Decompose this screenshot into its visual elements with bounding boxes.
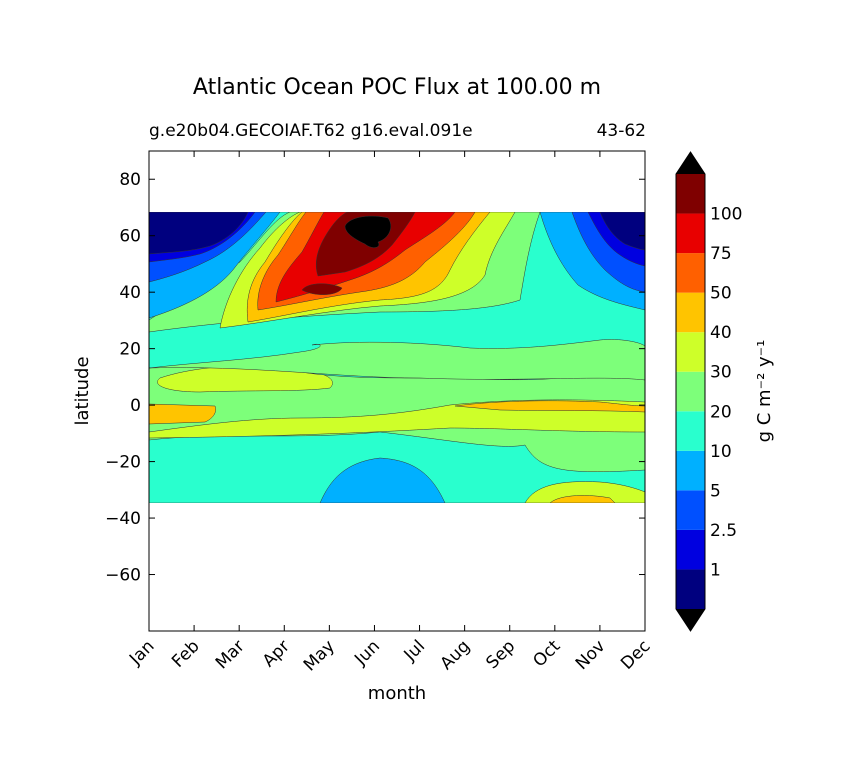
- colorbar-label: g C m⁻² y⁻¹: [754, 340, 775, 443]
- y-tick-label: −60: [105, 566, 141, 586]
- y-tick-label: 60: [119, 227, 141, 247]
- y-tick-label: 20: [119, 340, 141, 360]
- x-tick-label: Jan: [125, 636, 158, 669]
- contour-band-below-1-northwest: [149, 212, 249, 255]
- contour-band-100-plus-small: [301, 283, 343, 295]
- y-tick-label: 80: [119, 170, 141, 190]
- plot-frame: [148, 150, 646, 632]
- x-tick-label: Dec: [617, 636, 654, 673]
- colorbar-tick-label: 75: [710, 244, 732, 264]
- chart-title: Atlantic Ocean POC Flux at 100.00 m: [192, 75, 602, 100]
- contour-band-30-40-southeast: [524, 481, 645, 503]
- colorbar: 1 2.5 5 10 20 30 40 50 75 100: [675, 151, 742, 632]
- colorbar-swatch: [676, 411, 705, 451]
- y-axis-label: latitude: [72, 356, 93, 425]
- x-tick-label: Nov: [572, 636, 610, 674]
- colorbar-outline: [675, 151, 706, 632]
- x-tick-label: Oct: [529, 636, 564, 671]
- x-tick-label: Jul: [400, 636, 429, 665]
- contour-band-40-50-southeast: [549, 495, 616, 503]
- colorbar-tick-label: 1: [710, 560, 721, 580]
- x-tick-label: Aug: [437, 636, 475, 674]
- colorbar-swatch: [676, 529, 705, 570]
- contour-field: [149, 212, 645, 503]
- x-tick-label: Sep: [482, 636, 519, 673]
- colorbar-swatch: [676, 174, 705, 214]
- colorbar-tick-label: 40: [710, 323, 732, 343]
- x-tick-label: Mar: [212, 636, 249, 673]
- colorbar-tick-label: 10: [710, 442, 732, 462]
- colorbar-swatch: [676, 371, 705, 412]
- contour-band-40-50-equator-west: [149, 403, 216, 425]
- colorbar-swatch: [676, 569, 705, 609]
- y-axis: 80 60 40 20 0 −20 −40 −60: [105, 170, 645, 586]
- colorbar-extend-min: [676, 609, 705, 631]
- contour-band-20-30-tongue: [149, 339, 645, 381]
- colorbar-tick-label: 50: [710, 284, 732, 304]
- colorbar-swatch: [676, 490, 705, 530]
- colorbar-swatch: [676, 450, 705, 491]
- colorbar-tick-label: 5: [710, 481, 721, 501]
- y-tick-label: 0: [130, 396, 141, 416]
- colorbar-tick-label: 20: [710, 402, 732, 422]
- colorbar-tick-label: 100: [710, 205, 742, 225]
- y-tick-label: −20: [105, 453, 141, 473]
- colorbar-tick-label: 2.5: [710, 521, 737, 541]
- y-tick-label: 40: [119, 283, 141, 303]
- contour-band-5-10-south: [319, 457, 446, 503]
- x-tick-label: May: [300, 636, 339, 675]
- colorbar-swatch: [676, 332, 705, 372]
- colorbar-tick-label: 30: [710, 363, 732, 383]
- colorbar-extend-max: [676, 152, 705, 174]
- x-tick-label: Feb: [168, 636, 203, 671]
- x-axis-label: month: [368, 683, 426, 704]
- x-tick-label: Apr: [259, 636, 294, 671]
- chart-subtitle-left: g.e20b04.GECOIAF.T62 g16.eval.091e: [149, 121, 473, 141]
- colorbar-swatch: [676, 253, 705, 293]
- chart-subtitle-right: 43-62: [596, 121, 646, 141]
- contour-band-extend-max: [344, 215, 391, 248]
- contour-band-below-1-northeast: [599, 212, 645, 251]
- colorbar-swatch: [676, 213, 705, 254]
- y-tick-label: −40: [105, 509, 141, 529]
- x-tick-label: Jun: [350, 636, 384, 670]
- contour-band-40-50-equator-east: [454, 400, 645, 413]
- colorbar-swatch: [676, 292, 705, 333]
